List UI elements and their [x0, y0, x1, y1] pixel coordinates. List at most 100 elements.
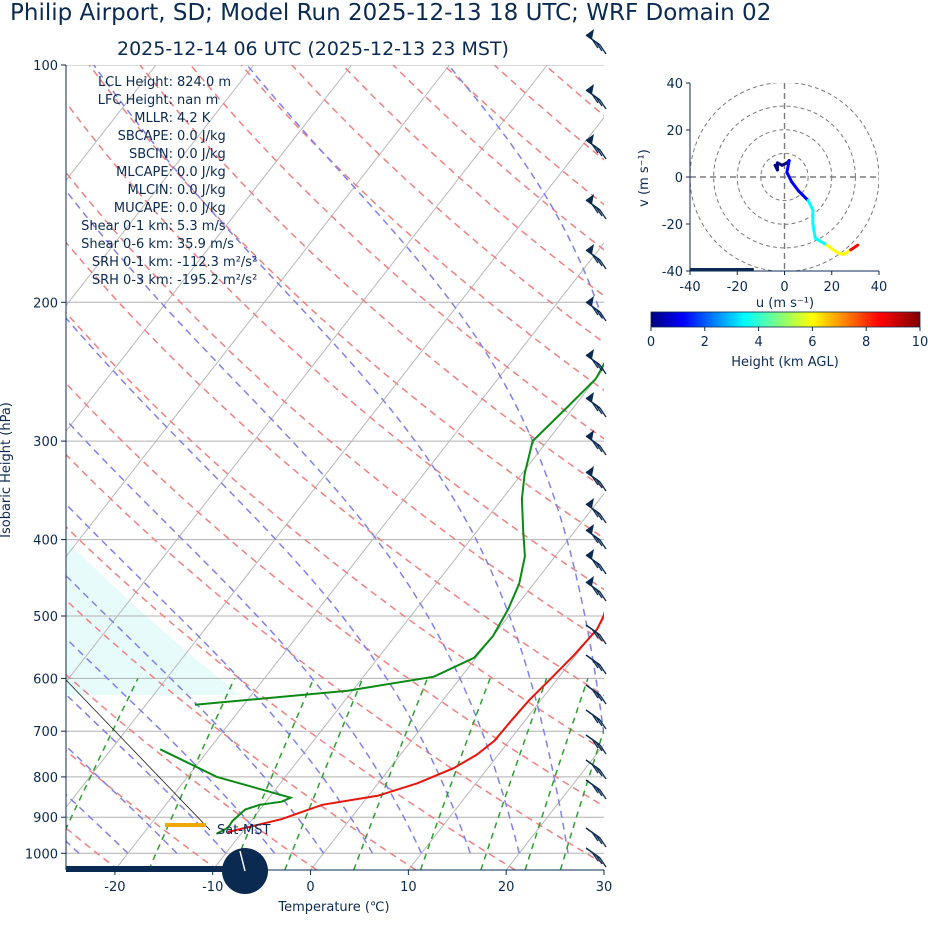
mixing-ratio-2 — [232, 678, 315, 870]
stat-label-3: SBCAPE: — [118, 129, 173, 144]
hodo-x-tick-label--40: -40 — [679, 280, 700, 295]
stat-label-11: SRH 0-3 km: — [92, 273, 173, 288]
mixing-ratio-20 — [559, 727, 604, 870]
x-tick-label-10: 10 — [400, 880, 417, 895]
stat-value-2: 4.2 K — [177, 111, 211, 126]
mixing-ratio-5 — [352, 678, 429, 870]
stat-label-7: MUCAPE: — [114, 201, 173, 216]
moist-adiabat-30 — [246, 65, 604, 742]
hodo-x-tick-label-20: 20 — [823, 280, 840, 295]
stat-value-7: 0.0 J/kg — [177, 201, 226, 216]
mixing-ratio-28 — [615, 678, 672, 870]
isotherm-20 — [505, 743, 604, 870]
cbar-tick-label-2: 2 — [701, 335, 709, 350]
parcel-path-line — [66, 679, 211, 831]
wind-barb-12 — [585, 549, 607, 575]
dry-adiabat-270 — [66, 673, 318, 870]
wind-barb-16 — [585, 684, 607, 705]
moist-adiabat-25 — [93, 65, 569, 854]
hodo-x-label: u (m s⁻¹) — [756, 296, 814, 311]
moist-adiabat-20 — [66, 189, 520, 854]
chart-subtitle: 2025-12-14 06 UTC (2025-12-13 23 MST) — [117, 38, 509, 60]
mixing-ratio-0.4 — [66, 678, 139, 831]
moist-adiabat--5 — [66, 637, 276, 854]
chart-title: Philip Airport, SD; Model Run 2025-12-13… — [10, 0, 772, 26]
y-tick-label-400: 400 — [33, 534, 58, 549]
cbar-tick-label-0: 0 — [647, 335, 655, 350]
hodo-segment-17 — [849, 243, 860, 252]
x-tick-label-20: 20 — [498, 880, 515, 895]
y-tick-label-100: 100 — [33, 59, 58, 74]
cbar-tick-label-6: 6 — [808, 335, 816, 350]
wind-barb-10 — [585, 498, 607, 524]
wind-barb-3 — [585, 194, 607, 220]
stat-value-0: 824.0 m — [177, 75, 231, 90]
moist-adiabat--10 — [66, 693, 227, 854]
y-axis-label: Isobaric Height (hPa) — [0, 402, 14, 538]
y-tick-label-300: 300 — [33, 435, 58, 450]
x-tick-label-0: 0 — [306, 880, 314, 895]
y-tick-label-200: 200 — [33, 296, 58, 311]
isotherm-0 — [310, 492, 604, 870]
dry-adiabats — [66, 65, 604, 870]
stat-label-5: MLCAPE: — [116, 165, 173, 180]
wind-barb-13 — [585, 576, 607, 602]
y-tick-label-1000: 1000 — [25, 847, 58, 862]
wind-barb-8 — [585, 430, 607, 456]
moist-adiabat-15 — [66, 316, 472, 854]
y-tick-label-800: 800 — [33, 771, 58, 786]
stat-value-10: -112.3 m²/s² — [177, 255, 257, 270]
y-tick-label-900: 900 — [33, 811, 58, 826]
stat-value-5: 0.0 J/kg — [177, 165, 226, 180]
wind-barb-5 — [585, 296, 607, 322]
hodo-segment-8 — [790, 180, 801, 193]
wind-barb-14 — [585, 624, 607, 645]
stat-label-10: SRH 0-1 km: — [92, 255, 173, 270]
cbar-tick-label-4: 4 — [754, 335, 762, 350]
stat-value-9: 35.9 m/s — [177, 237, 234, 252]
wind-barb-6 — [585, 349, 607, 375]
dry-adiabat-380 — [189, 65, 604, 440]
wind-barb-2 — [585, 134, 607, 160]
moist-adiabats — [66, 65, 604, 854]
wind-barb-17 — [585, 709, 607, 730]
mixing-ratio-1 — [148, 678, 236, 870]
stat-label-4: SBCIN: — [129, 147, 173, 162]
hodo-segment-6 — [785, 159, 791, 174]
hodo-x-tick-label-0: 0 — [780, 280, 788, 295]
wind-barb-9 — [585, 466, 607, 492]
surface-bar — [66, 866, 238, 872]
cape-shading — [66, 65, 240, 696]
sat-mst-marker: Sat-MST — [165, 823, 270, 838]
isotherm--70 — [66, 65, 255, 307]
dry-adiabat-440 — [493, 65, 604, 161]
isotherm-40 — [702, 65, 928, 870]
y-tick-label-500: 500 — [33, 610, 58, 625]
hodo-y-tick-label--20: -20 — [662, 218, 683, 233]
x-axis-label: Temperature (℃) — [277, 900, 389, 915]
dry-adiabat-360 — [88, 65, 604, 540]
dry-adiabat-330 — [66, 241, 604, 697]
moist-adiabat-35 — [447, 65, 604, 326]
hodo-y-tick-label-0: 0 — [675, 171, 683, 186]
isotherm-10 — [408, 618, 604, 870]
hodo-segment-13 — [813, 236, 829, 247]
dry-adiabat-430 — [443, 65, 604, 206]
wind-barb-20 — [585, 779, 607, 800]
mixing-ratio-8 — [419, 678, 491, 870]
isotherm--50 — [66, 65, 450, 558]
dewpoint-profile-1 — [159, 748, 294, 835]
stat-value-3: 0.0 J/kg — [177, 129, 226, 144]
axis-ticks: -20 -10 0 10 20 30 100 200 300 400 500 600 700 800 900… — [25, 59, 612, 895]
height-colorbar: 0 2 4 6 8 10 — [647, 311, 928, 350]
hodo-segment-14 — [825, 243, 838, 254]
wind-barb-4 — [585, 244, 607, 270]
x-tick-label--10: -10 — [202, 880, 223, 895]
wind-barb-18 — [585, 734, 607, 755]
moist-adiabat-5 — [66, 503, 374, 854]
stat-label-2: MLLR: — [134, 111, 173, 126]
x-tick-label-30: 30 — [596, 880, 613, 895]
y-tick-label-600: 600 — [33, 672, 58, 687]
dewpoint-profile-2 — [194, 361, 604, 706]
